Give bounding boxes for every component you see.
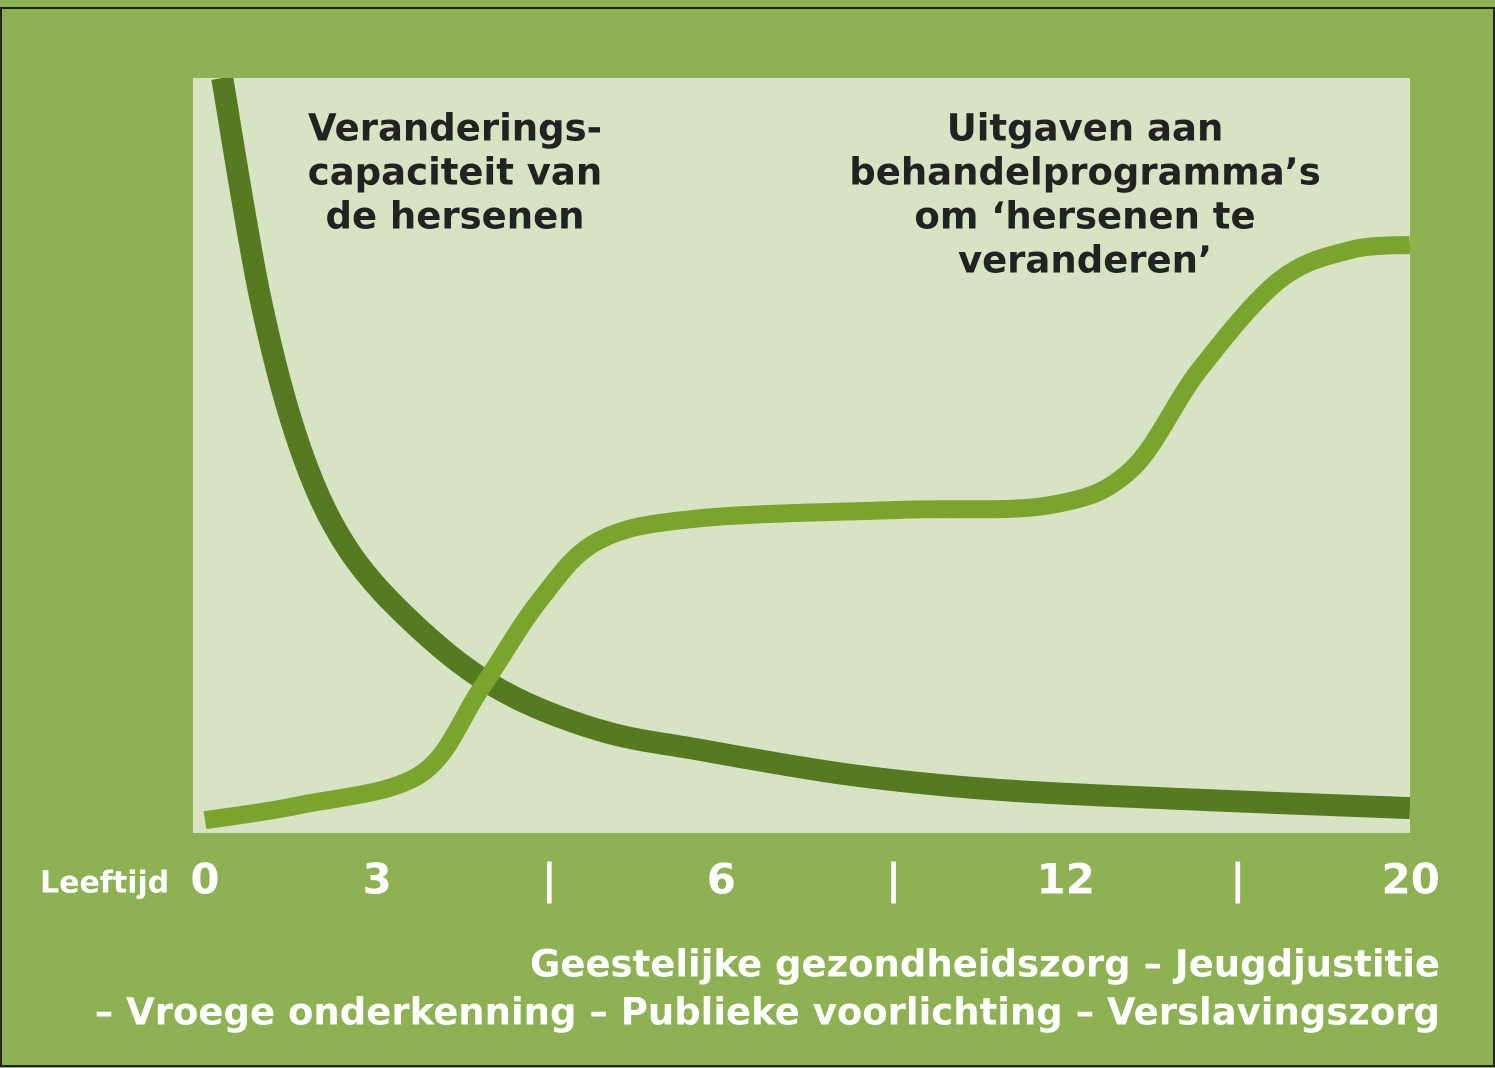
- x-tick-label: |: [542, 855, 557, 904]
- plot-lines: [203, 78, 1410, 830]
- line-series: [211, 78, 1410, 820]
- series-label: capaciteit van: [308, 151, 602, 194]
- x-tick-label: 6: [707, 855, 736, 904]
- series-label: Veranderings-: [308, 107, 602, 150]
- x-tick-label: 3: [363, 855, 392, 904]
- x-tick-label: |: [1230, 855, 1245, 904]
- series-label: behandelprogramma’s: [849, 151, 1321, 194]
- x-axis-label: Leeftijd: [40, 866, 169, 901]
- plot-area: [193, 78, 1410, 833]
- line-series: [203, 235, 1410, 830]
- x-tick-label: 0: [190, 855, 219, 904]
- frame: [0, 7, 1495, 1067]
- footer-text: Geestelijke gezondheidszorg – Jeugdjusti…: [530, 943, 1440, 986]
- x-tick-label: 20: [1382, 855, 1440, 904]
- footer-text: – Vroege onderkenning – Publieke voorlic…: [95, 991, 1440, 1034]
- series-label: Uitgaven aan: [947, 107, 1224, 150]
- series-label: veranderen’: [958, 239, 1212, 282]
- series-label: de hersenen: [325, 195, 584, 238]
- x-tick-label: 12: [1036, 855, 1094, 904]
- series-label: om ‘hersenen te: [914, 195, 1255, 238]
- x-tick-label: |: [886, 855, 901, 904]
